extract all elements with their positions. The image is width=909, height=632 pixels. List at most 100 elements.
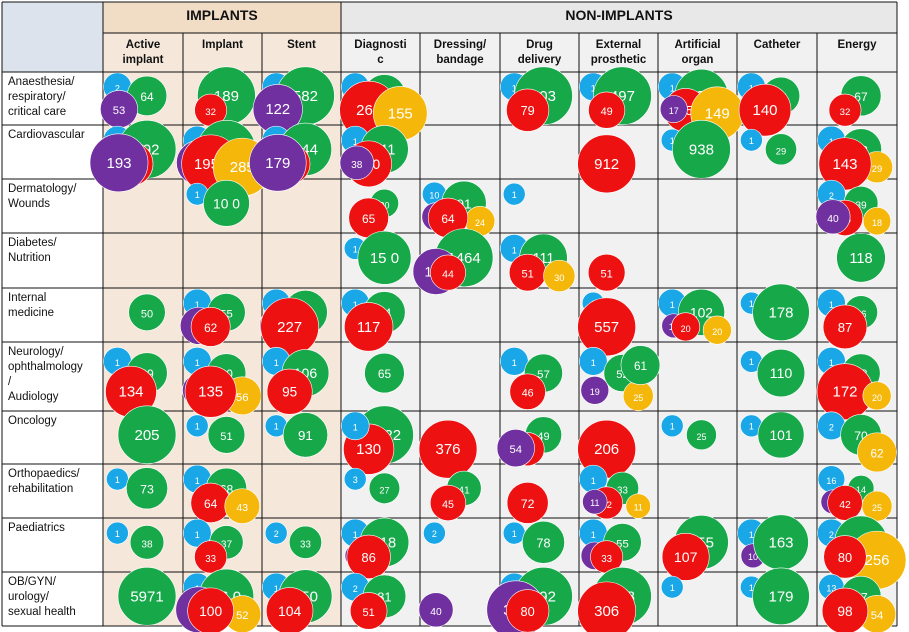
- bubble-purple: 17: [659, 95, 688, 123]
- bubble-circle: [660, 575, 684, 599]
- bubble-label: 912: [594, 156, 619, 173]
- bubble-label: 1: [670, 136, 675, 146]
- bubble-label: 1: [749, 422, 754, 432]
- bubble-circle: [765, 133, 797, 166]
- bubble-label: 27: [379, 485, 389, 495]
- bubble-label: 65: [378, 367, 392, 381]
- bubble-label: 227: [277, 319, 302, 336]
- row-header-label: OB/GYN/: [8, 576, 57, 588]
- bubble-label: 1: [274, 422, 279, 432]
- bubble-red: 65: [348, 197, 389, 239]
- bubble-circle: [117, 405, 177, 465]
- bubble-blue: 2: [264, 521, 288, 545]
- bubble-label: 52: [236, 610, 248, 622]
- bubble-red: 117: [344, 302, 394, 352]
- bubble-circle: [185, 414, 209, 438]
- bubble-red: 72: [506, 482, 549, 524]
- bubble-label: 118: [849, 251, 872, 267]
- bubble-label: 5971: [130, 588, 163, 605]
- bubble-circle: [346, 534, 391, 580]
- bubble-circle: [578, 347, 608, 376]
- bubble-label: 38: [351, 160, 363, 171]
- bubble-red: 143: [818, 137, 872, 191]
- implants-header-bg: [103, 2, 341, 33]
- bubble-red: 135: [184, 365, 237, 418]
- column-header-label: Dressing/: [434, 39, 487, 51]
- bubble-label: 2: [432, 529, 437, 539]
- bubble-label: 49: [601, 106, 613, 118]
- bubble-label: 2: [829, 423, 834, 433]
- row-header-label: urology/: [8, 591, 50, 603]
- bubble-green: 163: [753, 514, 809, 571]
- bubble-label: 1: [512, 529, 517, 539]
- bubble-label: 1: [749, 357, 754, 367]
- group-header-1: NON-IMPLANTS: [565, 7, 672, 23]
- bubble-label: 1: [115, 529, 120, 539]
- bubble-label: 1: [512, 245, 517, 255]
- bubble-label: 64: [204, 497, 218, 511]
- bubble-label: 62: [870, 447, 883, 460]
- bubble-label: 33: [601, 554, 612, 565]
- bubble-circle: [587, 253, 626, 292]
- bubble-label: 306: [594, 603, 619, 620]
- bubble-yellow: 25: [622, 380, 654, 412]
- bubble-label: 376: [435, 441, 460, 458]
- bubble-green: 110: [756, 348, 806, 398]
- bubble-label: 72: [521, 497, 535, 511]
- bubble-label: 37: [221, 539, 233, 550]
- bubble-label: 1: [115, 475, 120, 485]
- bubble-label: 24: [475, 218, 485, 228]
- bubble-label: 42: [839, 500, 851, 511]
- bubble-yellow: 62: [857, 432, 897, 473]
- bubble-circle: [418, 592, 454, 628]
- bubble-circle: [522, 520, 565, 564]
- bubble-red: 64: [427, 197, 469, 238]
- bubble-blue: 1: [182, 518, 212, 548]
- row-header-label: critical care: [8, 106, 66, 118]
- row-header-bg: [2, 72, 103, 626]
- bubble-yellow: 11: [625, 493, 651, 519]
- bubble-circle: [738, 83, 792, 137]
- bubble-label: 1: [591, 84, 596, 94]
- bubble-circle: [672, 120, 731, 179]
- column-header-label: prosthetic: [591, 54, 647, 66]
- bubble-blue: 1: [660, 575, 684, 599]
- column-header-label: organ: [682, 54, 714, 66]
- bubble-circle: [249, 134, 307, 192]
- bubble-red: 227: [260, 297, 319, 357]
- bubble-purple: 179: [249, 134, 307, 192]
- bubble-label: 2: [353, 584, 358, 594]
- bubble-circle: [89, 133, 149, 193]
- bubble-label: 285: [230, 159, 255, 176]
- bubble-green: 91: [282, 412, 329, 458]
- bubble-circle: [182, 518, 212, 548]
- group-header-0: IMPLANTS: [186, 7, 258, 23]
- column-header-label: delivery: [518, 54, 562, 66]
- bubble-red: 104: [266, 587, 314, 632]
- bubble-label: 135: [198, 384, 223, 401]
- bubble-circle: [340, 411, 370, 441]
- bubble-label: 80: [521, 604, 535, 619]
- bubble-circle: [506, 88, 550, 132]
- row-header-label: Neurology/: [8, 346, 64, 358]
- bubble-label: 46: [522, 388, 534, 400]
- bubble-circle: [580, 376, 610, 405]
- row-header-label: respiratory/: [8, 91, 66, 103]
- bubble-circle: [282, 412, 329, 458]
- bubble-label: 938: [689, 141, 714, 158]
- bubble-label: 1: [749, 299, 754, 309]
- bubble-red: 80: [823, 535, 867, 579]
- bubble-circle: [661, 533, 710, 581]
- bubble-red: 45: [429, 484, 467, 521]
- bubble-circle: [827, 485, 863, 521]
- row-header-label: Paediatrics: [8, 522, 65, 534]
- bubble-label: 20: [681, 324, 691, 334]
- bubble-circle: [543, 259, 576, 292]
- bubble-label: 86: [361, 550, 376, 565]
- bubble-label: 163: [768, 534, 793, 551]
- bubble-red: 32: [828, 93, 862, 127]
- row-header-label: Dermatology/: [8, 183, 77, 195]
- bubble-label: 18: [872, 218, 882, 228]
- bubble-purple: 19: [580, 376, 610, 405]
- bubble-label: 10 0: [213, 196, 240, 211]
